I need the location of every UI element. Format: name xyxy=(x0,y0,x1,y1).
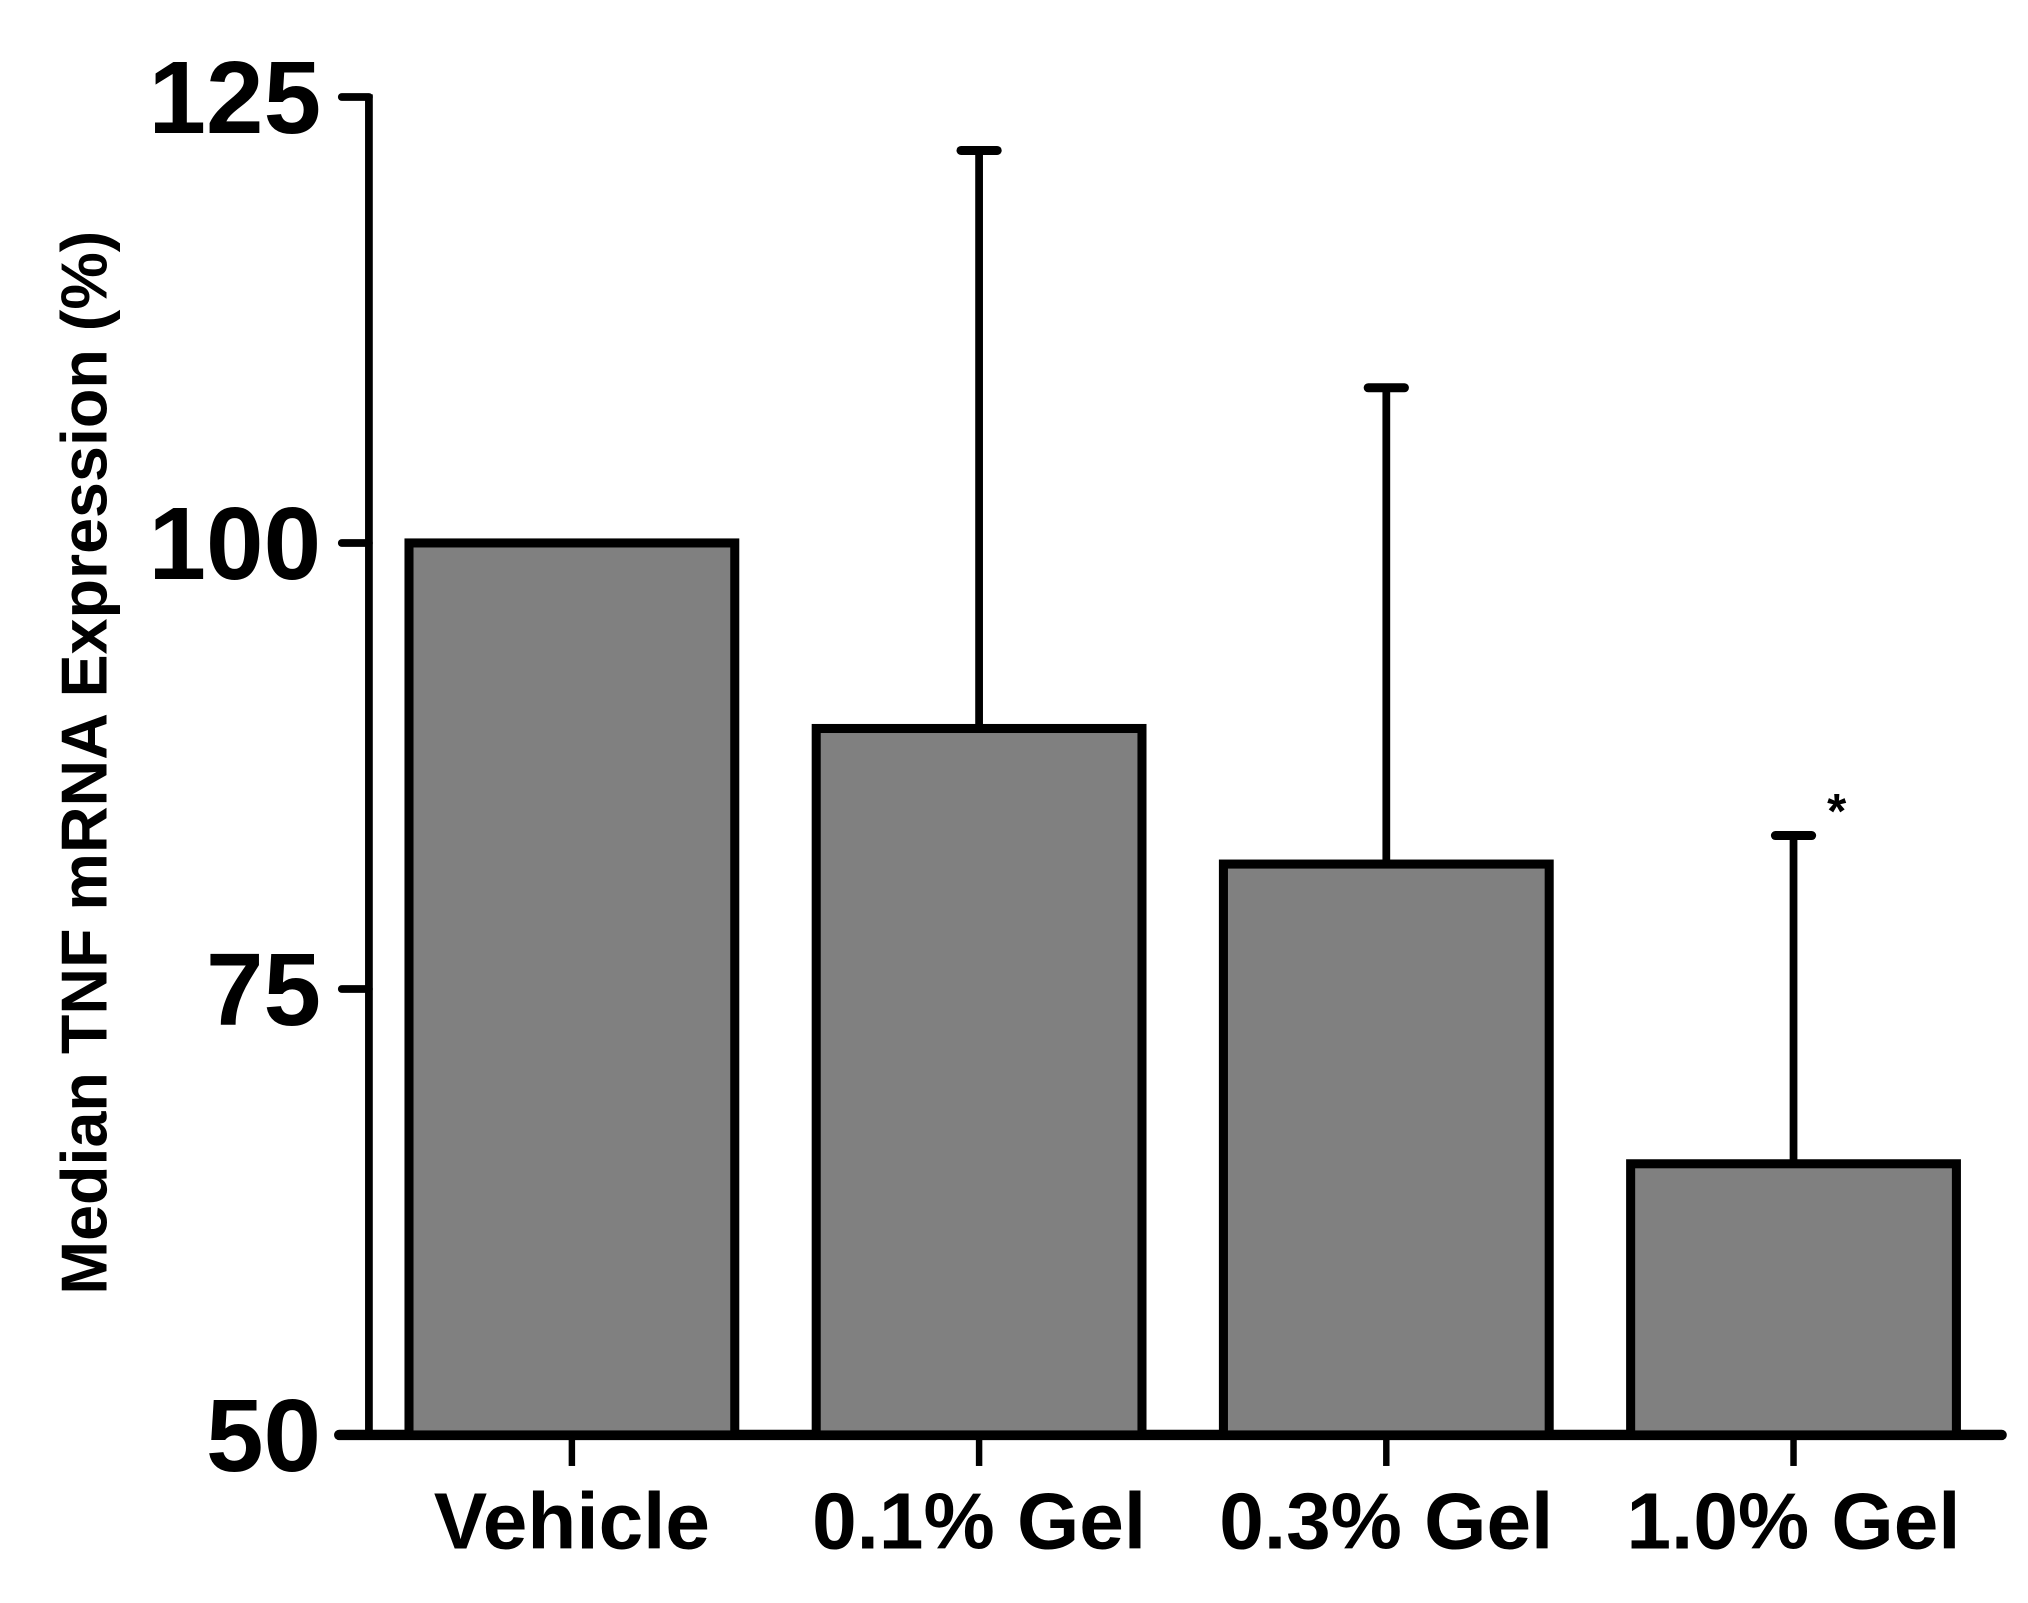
bar-group xyxy=(1218,383,1554,1440)
bar xyxy=(1626,1159,1961,1440)
y-axis-ticks: 50 75 100 125 xyxy=(149,39,373,1493)
bar xyxy=(404,538,740,1440)
x-axis-labels: Vehicle 0.1% Gel 0.3% Gel 1.0% Gel xyxy=(434,1434,1961,1566)
x-tick-label: 0.3% Gel xyxy=(1219,1476,1553,1566)
bar-group xyxy=(404,538,740,1440)
x-tick-label: 1.0% Gel xyxy=(1626,1476,1960,1566)
x-tick-label: Vehicle xyxy=(434,1476,710,1566)
bar xyxy=(811,723,1147,1440)
bars: * xyxy=(404,145,1961,1440)
y-tick-label: 75 xyxy=(206,931,321,1047)
bar-group xyxy=(1626,831,1961,1440)
y-axis-label: Median TNF mRNA Expression (%) xyxy=(47,231,120,1295)
y-tick-label: 50 xyxy=(206,1377,321,1493)
y-tick-label: 125 xyxy=(149,39,322,155)
bar xyxy=(1218,859,1554,1440)
bar-group xyxy=(811,145,1147,1440)
x-tick-label: 0.1% Gel xyxy=(812,1476,1146,1566)
y-tick-label: 100 xyxy=(149,485,322,601)
significance-marker: * xyxy=(1827,785,1847,839)
